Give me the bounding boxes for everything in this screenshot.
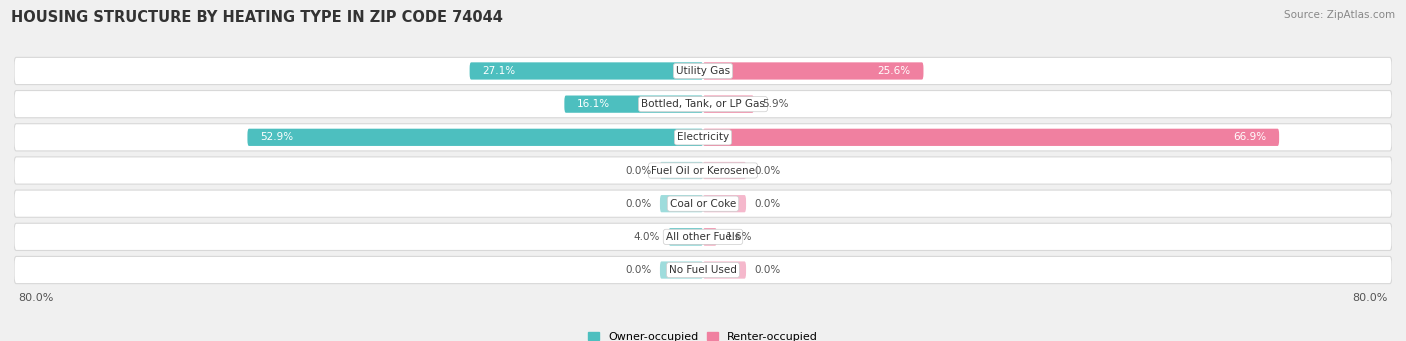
Text: 27.1%: 27.1% [482, 66, 516, 76]
FancyBboxPatch shape [14, 91, 1392, 118]
Text: All other Fuels: All other Fuels [666, 232, 740, 242]
Text: 80.0%: 80.0% [1353, 293, 1388, 302]
FancyBboxPatch shape [14, 223, 1392, 250]
FancyBboxPatch shape [659, 262, 703, 279]
FancyBboxPatch shape [703, 62, 924, 79]
Text: 4.0%: 4.0% [634, 232, 659, 242]
FancyBboxPatch shape [14, 124, 1392, 151]
FancyBboxPatch shape [14, 57, 1392, 85]
FancyBboxPatch shape [703, 162, 747, 179]
Text: 0.0%: 0.0% [626, 199, 651, 209]
Text: 0.0%: 0.0% [626, 165, 651, 176]
FancyBboxPatch shape [14, 190, 1392, 217]
FancyBboxPatch shape [470, 62, 703, 79]
Text: 66.9%: 66.9% [1233, 132, 1267, 142]
FancyBboxPatch shape [659, 162, 703, 179]
FancyBboxPatch shape [703, 129, 1279, 146]
FancyBboxPatch shape [703, 228, 717, 246]
FancyBboxPatch shape [14, 157, 1392, 184]
Text: 0.0%: 0.0% [755, 165, 780, 176]
Text: 5.9%: 5.9% [762, 99, 789, 109]
Text: 0.0%: 0.0% [626, 265, 651, 275]
Text: 0.0%: 0.0% [755, 199, 780, 209]
Text: Coal or Coke: Coal or Coke [669, 199, 737, 209]
Legend: Owner-occupied, Renter-occupied: Owner-occupied, Renter-occupied [588, 331, 818, 341]
Text: 1.6%: 1.6% [725, 232, 752, 242]
Text: 25.6%: 25.6% [877, 66, 911, 76]
Text: HOUSING STRUCTURE BY HEATING TYPE IN ZIP CODE 74044: HOUSING STRUCTURE BY HEATING TYPE IN ZIP… [11, 10, 503, 25]
FancyBboxPatch shape [659, 195, 703, 212]
Text: No Fuel Used: No Fuel Used [669, 265, 737, 275]
FancyBboxPatch shape [14, 256, 1392, 284]
Text: Fuel Oil or Kerosene: Fuel Oil or Kerosene [651, 165, 755, 176]
FancyBboxPatch shape [247, 129, 703, 146]
Text: Utility Gas: Utility Gas [676, 66, 730, 76]
FancyBboxPatch shape [564, 95, 703, 113]
Text: Bottled, Tank, or LP Gas: Bottled, Tank, or LP Gas [641, 99, 765, 109]
FancyBboxPatch shape [703, 195, 747, 212]
FancyBboxPatch shape [669, 228, 703, 246]
FancyBboxPatch shape [703, 262, 747, 279]
Text: 16.1%: 16.1% [578, 99, 610, 109]
Text: 52.9%: 52.9% [260, 132, 294, 142]
Text: Source: ZipAtlas.com: Source: ZipAtlas.com [1284, 10, 1395, 20]
FancyBboxPatch shape [703, 95, 754, 113]
Text: Electricity: Electricity [676, 132, 730, 142]
Text: 0.0%: 0.0% [755, 265, 780, 275]
Text: 80.0%: 80.0% [18, 293, 53, 302]
